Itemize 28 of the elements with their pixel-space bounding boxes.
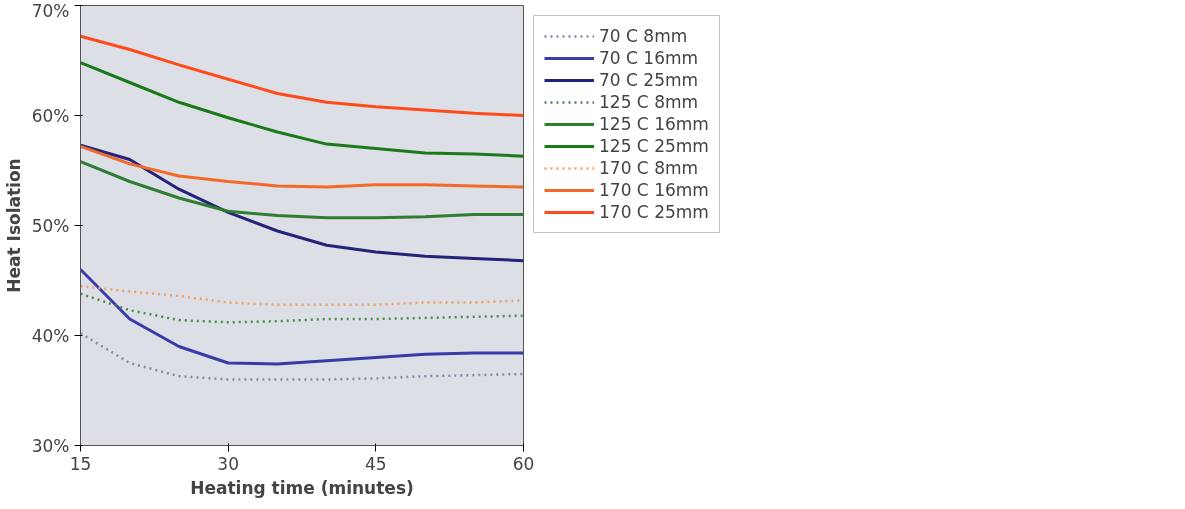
line-series [80, 34, 524, 117]
x-axis-title: Heating time (minutes) [190, 477, 414, 498]
y-tick-label: 30% [31, 435, 70, 456]
legend-label: 70 C 8mm [599, 26, 688, 46]
legend-label: 170 C 8mm [599, 158, 699, 178]
y-tick-label: 50% [31, 215, 70, 236]
x-tick-label: 15 [69, 453, 92, 474]
x-tick-label: 45 [365, 453, 387, 474]
line-series [80, 143, 524, 263]
legend-label: 125 C 8mm [599, 92, 699, 112]
legend-label: 125 C 25mm [599, 136, 709, 156]
legend-label: 170 C 25mm [599, 202, 709, 222]
y-tick-label: 60% [31, 105, 70, 126]
x-tick-label: 30 [217, 453, 239, 474]
y-axis-title: Heat Isolation [3, 158, 24, 293]
y-tick-label: 40% [31, 325, 70, 346]
line-series [80, 160, 524, 220]
x-tick-label: 60 [512, 453, 535, 474]
line-series [80, 61, 524, 158]
line-series [80, 292, 524, 324]
line-series [80, 268, 524, 366]
legend-label: 70 C 16mm [599, 48, 699, 68]
y-tick-label: 70% [31, 0, 70, 21]
legend-label: 70 C 25mm [599, 70, 699, 90]
line-series [80, 332, 524, 381]
legend-label: 170 C 16mm [599, 180, 709, 200]
legend-label: 125 C 16mm [599, 114, 709, 134]
line-series [80, 144, 524, 189]
